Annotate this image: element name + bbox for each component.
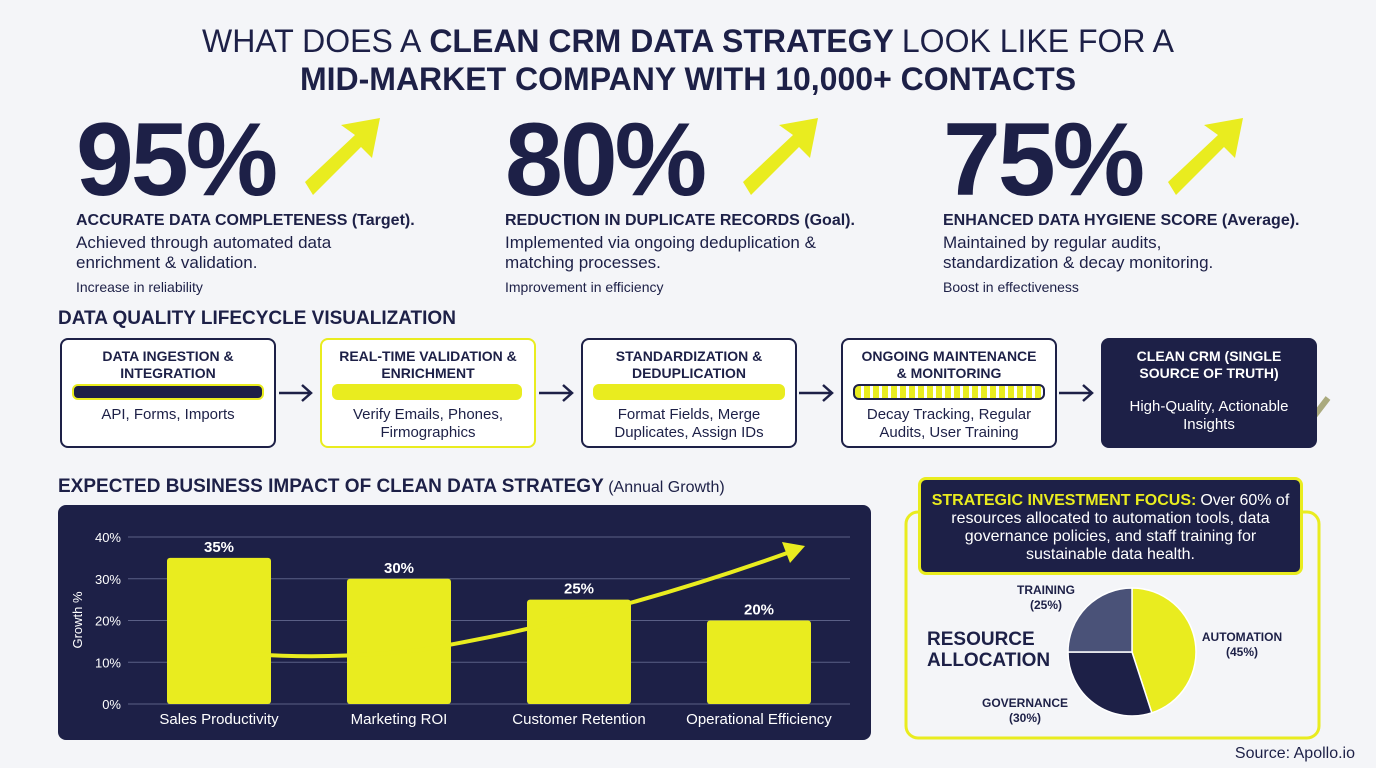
value-label: 25% — [564, 581, 594, 598]
title-part: LOOK LIKE FOR A — [901, 23, 1174, 59]
value-label: 35% — [204, 539, 234, 556]
bar — [347, 578, 451, 704]
chart-title: EXPECTED BUSINESS IMPACT OF CLEAN DATA S… — [58, 476, 604, 497]
focus-highlight: STRATEGIC INVESTMENT FOCUS: — [931, 492, 1197, 509]
trend-arrows — [305, 118, 1243, 195]
x-tick-label: Sales Productivity — [159, 711, 279, 728]
lifecycle-step: DATA INGESTION & INTEGRATION API, Forms, … — [60, 338, 276, 448]
arrow-icon — [743, 118, 818, 195]
focus-box: STRATEGIC INVESTMENT FOCUS: Over 60% of r… — [918, 477, 1303, 575]
arrow-icon — [305, 118, 380, 195]
pie-slice — [1067, 587, 1133, 653]
bar — [167, 557, 271, 704]
title-part: MID-MARKET COMPANY WITH 10,000+ CONTACTS — [299, 61, 1077, 97]
stat-value: 95% — [76, 102, 278, 218]
y-tick-label: 40% — [95, 530, 121, 545]
pie-slice — [1067, 651, 1153, 717]
slice-label: TRAINING — [1017, 583, 1075, 597]
stat-note: Increase in reliability — [76, 279, 203, 295]
stat-heading: ACCURATE DATA COMPLETENESS (Target). — [76, 212, 415, 229]
stat-heading: ENHANCED DATA HYGIENE SCORE (Average). — [943, 212, 1300, 229]
trend-line — [249, 550, 791, 659]
trend-arrowhead — [782, 542, 805, 563]
value-label: 30% — [384, 560, 414, 577]
stat-note: Boost in effectiveness — [943, 279, 1079, 295]
lifecycle-step: STANDARDIZATION & DEDUPLICATION Format Fi… — [581, 338, 797, 448]
stat-value: 75% — [943, 102, 1145, 218]
lifecycle-step: REAL-TIME VALIDATION & ENRICHMENT Verify … — [320, 338, 536, 448]
pie-slice — [1131, 587, 1197, 714]
stat-body: Achieved through automated data enrichme… — [76, 233, 332, 272]
y-tick-label: 20% — [95, 614, 121, 629]
section-title: EXPECTED BUSINESS IMPACT OF CLEAN DATA S… — [58, 476, 725, 498]
slice-value: (30%) — [1009, 711, 1041, 725]
title: WHAT DOES A CLEAN CRM DATA STRATEGY LOOK L… — [0, 22, 1376, 98]
step-title: DATA INGESTION & INTEGRATION — [102, 348, 234, 381]
lifecycle-step: CLEAN CRM (SINGLE SOURCE OF TRUTH) High-Q… — [1101, 338, 1317, 448]
y-tick-label: 0% — [102, 697, 121, 712]
step-title: CLEAN CRM (SINGLE SOURCE OF TRUTH) — [1136, 348, 1282, 381]
stat-body: Maintained by regular audits, standardiz… — [943, 233, 1214, 272]
pie-title: RESOURCE ALLOCATION — [927, 629, 1051, 671]
stat-value: 80% — [505, 102, 707, 218]
stat-heading: REDUCTION IN DUPLICATE RECORDS (Goal). — [505, 212, 855, 229]
step-desc: API, Forms, Imports — [101, 406, 235, 423]
stat-note: Improvement in efficiency — [505, 279, 664, 295]
progress-bar — [332, 384, 522, 400]
stat: 95% ACCURATE DATA COMPLETENESS (Target). A… — [76, 108, 415, 295]
section-title: DATA QUALITY LIFECYCLE VISUALIZATION — [58, 308, 456, 329]
slice-label: AUTOMATION — [1202, 630, 1282, 644]
y-tick-label: 30% — [95, 572, 121, 587]
x-tick-label: Operational Efficiency — [686, 711, 832, 728]
bar — [707, 620, 811, 704]
step-desc: Decay Tracking, Regular Audits, User Tra… — [866, 406, 1032, 441]
lifecycle-step: ONGOING MAINTENANCE & MONITORING Decay Tr… — [841, 338, 1057, 448]
progress-bar — [72, 384, 264, 400]
step-title: STANDARDIZATION & DEDUPLICATION — [615, 348, 763, 381]
progress-bar — [853, 384, 1045, 400]
step-desc: Verify Emails, Phones, Firmographics — [352, 406, 504, 441]
step-desc: Format Fields, Merge Duplicates, Assign … — [614, 406, 764, 441]
step-title: ONGOING MAINTENANCE & MONITORING — [861, 348, 1037, 381]
slice-label: GOVERNANCE — [982, 696, 1068, 710]
value-label: 20% — [744, 602, 774, 619]
y-axis-label: Growth % — [70, 591, 85, 649]
x-tick-label: Customer Retention — [512, 711, 645, 728]
bar — [527, 599, 631, 704]
x-tick-label: Marketing ROI — [351, 711, 448, 728]
flow-arrows — [279, 384, 1094, 402]
slice-value: (25%) — [1030, 598, 1062, 612]
title-part: WHAT DOES A — [202, 23, 422, 59]
slice-value: (45%) — [1226, 645, 1258, 659]
chart-subtitle: (Annual Growth) — [608, 479, 725, 496]
stat: 80% REDUCTION IN DUPLICATE RECORDS (Goal)… — [505, 108, 855, 295]
stat: 75% ENHANCED DATA HYGIENE SCORE (Average)… — [943, 108, 1300, 295]
step-desc: High-Quality, Actionable Insights — [1129, 398, 1289, 433]
stat-body: Implemented via ongoing deduplication & … — [505, 233, 816, 272]
progress-bar — [593, 384, 785, 400]
source: Source: Apollo.io — [1234, 745, 1355, 762]
focus-text: Over 60% of resources allocated to autom… — [951, 492, 1290, 563]
step-title: REAL-TIME VALIDATION & ENRICHMENT — [339, 348, 517, 381]
y-tick-label: 10% — [95, 655, 121, 670]
arrow-icon — [1168, 118, 1243, 195]
title-part: CLEAN CRM DATA STRATEGY — [429, 23, 894, 59]
bar-chart: 0% 10% 20% 30% 40% Growth % 35% Sales Productiv… — [70, 530, 850, 728]
pie-chart: AUTOMATION(45%) GOVERNANCE(30%) TRAINING(2… — [982, 583, 1282, 725]
